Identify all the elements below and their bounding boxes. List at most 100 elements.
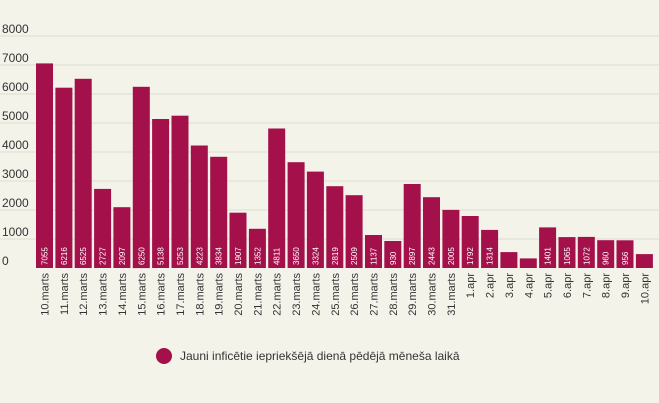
bar-value-label: 2727: [99, 247, 108, 265]
bar-value-label: 5253: [176, 247, 185, 265]
bar: [36, 63, 53, 269]
bar-value-label: 6250: [137, 247, 146, 265]
bar-value-label: 4811: [273, 247, 282, 265]
bar-value-label: 1065: [563, 247, 572, 265]
bar-value-label: 1907: [234, 247, 243, 265]
bar-value-label: 7055: [41, 247, 50, 265]
bar-value-label: 1401: [544, 247, 553, 265]
bar-value-label: 6216: [60, 247, 69, 265]
bar-value-label: 956: [621, 251, 630, 265]
y-tick-label: 5000: [2, 109, 29, 123]
x-tick-label: 5.apr: [543, 273, 555, 298]
x-tick-label: 30.marts: [427, 273, 439, 316]
y-axis: 0 1000 2000 3000 4000 5000 6000 7000 8000: [2, 22, 29, 268]
bar-value-label: 4223: [195, 247, 204, 265]
x-tick-label: 9.apr: [620, 273, 632, 298]
x-tick-label: 29.marts: [407, 273, 419, 316]
bar: [558, 237, 576, 268]
x-tick-label: 3.apr: [504, 273, 516, 298]
x-tick-label: 31.marts: [446, 273, 458, 316]
bar-value-label: 5138: [157, 247, 166, 265]
x-tick-label: 13.marts: [98, 273, 110, 316]
bar-value-label: 2005: [447, 247, 456, 265]
bar: [152, 119, 170, 268]
x-tick-label: 7.apr: [581, 273, 593, 298]
bar: [326, 186, 344, 268]
bar: [268, 128, 286, 268]
bar-value-label: 2819: [331, 247, 340, 265]
bar-value-label: 3324: [311, 247, 320, 265]
bar: [384, 241, 402, 268]
bar-value-label: 930: [389, 251, 398, 265]
bar-value-label: 3650: [292, 247, 301, 265]
bar: [248, 228, 266, 268]
bar: [616, 240, 634, 268]
bar-value-label: 6525: [79, 247, 88, 265]
x-tick-label: 24.marts: [310, 273, 322, 316]
y-tick-label: 1000: [2, 225, 29, 239]
x-tick-label: 22.marts: [272, 273, 284, 316]
x-tick-label: 16.marts: [156, 273, 168, 316]
x-tick-label: 20.marts: [233, 273, 245, 316]
bar: [577, 236, 595, 268]
bar: [500, 252, 518, 268]
y-tick-label: 2000: [2, 196, 29, 210]
x-tick-label: 2.apr: [485, 273, 497, 298]
bar: [229, 212, 247, 268]
bar: [481, 229, 499, 268]
bar: [461, 216, 479, 268]
x-tick-label: 4.apr: [523, 273, 535, 298]
y-tick-label: 4000: [2, 138, 29, 152]
x-tick-label: 17.marts: [175, 273, 187, 316]
bar: [597, 240, 615, 268]
bar: [113, 207, 131, 268]
bar-value-label: 2443: [428, 247, 437, 265]
bar: [132, 86, 150, 269]
bar-value-label: 1792: [466, 247, 475, 265]
x-tick-label: 26.marts: [349, 273, 361, 316]
legend-marker: [156, 348, 172, 364]
x-tick-label: 12.marts: [78, 273, 90, 316]
bar: [55, 87, 73, 268]
x-tick-label: 10.apr: [639, 273, 651, 305]
x-tick-label: 11.marts: [59, 273, 71, 315]
bar: [539, 227, 557, 268]
x-tick-label: 6.apr: [562, 273, 574, 298]
x-tick-label: 10.marts: [40, 273, 52, 316]
x-tick-label: 14.marts: [117, 273, 129, 316]
bar: [403, 184, 421, 268]
bar: [171, 115, 189, 268]
x-tick-label: 21.marts: [252, 273, 264, 316]
bars: 7055 6216 6525 2727 2097 6250 5138 5253 4223 3834…: [36, 63, 653, 269]
x-tick-label: 15.marts: [136, 273, 148, 316]
bar: [287, 162, 305, 268]
x-tick-label: 1.apr: [465, 273, 477, 298]
bar: [442, 209, 460, 268]
bar-value-label: 1137: [370, 247, 379, 265]
bar-value-label: 960: [602, 251, 611, 265]
y-tick-label: 7000: [2, 51, 29, 65]
y-tick-label: 8000: [2, 22, 29, 36]
y-tick-label: 6000: [2, 80, 29, 94]
x-tick-label: 25.marts: [330, 273, 342, 316]
bar: [94, 188, 112, 268]
bar: [635, 254, 653, 268]
bar: [210, 156, 228, 268]
bar-value-label: 3834: [215, 247, 224, 265]
bar-value-label: 2509: [350, 247, 359, 265]
x-axis: 10.marts 11.marts 12.marts 13.marts 14.marts…: [40, 273, 652, 316]
x-tick-label: 8.apr: [601, 273, 613, 298]
bar-value-label: 1352: [253, 247, 262, 265]
bar: [190, 145, 208, 268]
x-tick-label: 27.marts: [369, 273, 381, 316]
bar: [423, 197, 440, 268]
bar: [306, 171, 324, 268]
bar-value-label: 2897: [408, 247, 417, 265]
bar: [345, 195, 363, 268]
bar-value-label: 2097: [118, 247, 127, 265]
legend-label: Jauni inficētie iepriekšējā dienā pēdējā…: [180, 349, 460, 363]
y-tick-label: 3000: [2, 167, 29, 181]
bar: [519, 258, 537, 268]
x-tick-label: 23.marts: [291, 273, 303, 316]
